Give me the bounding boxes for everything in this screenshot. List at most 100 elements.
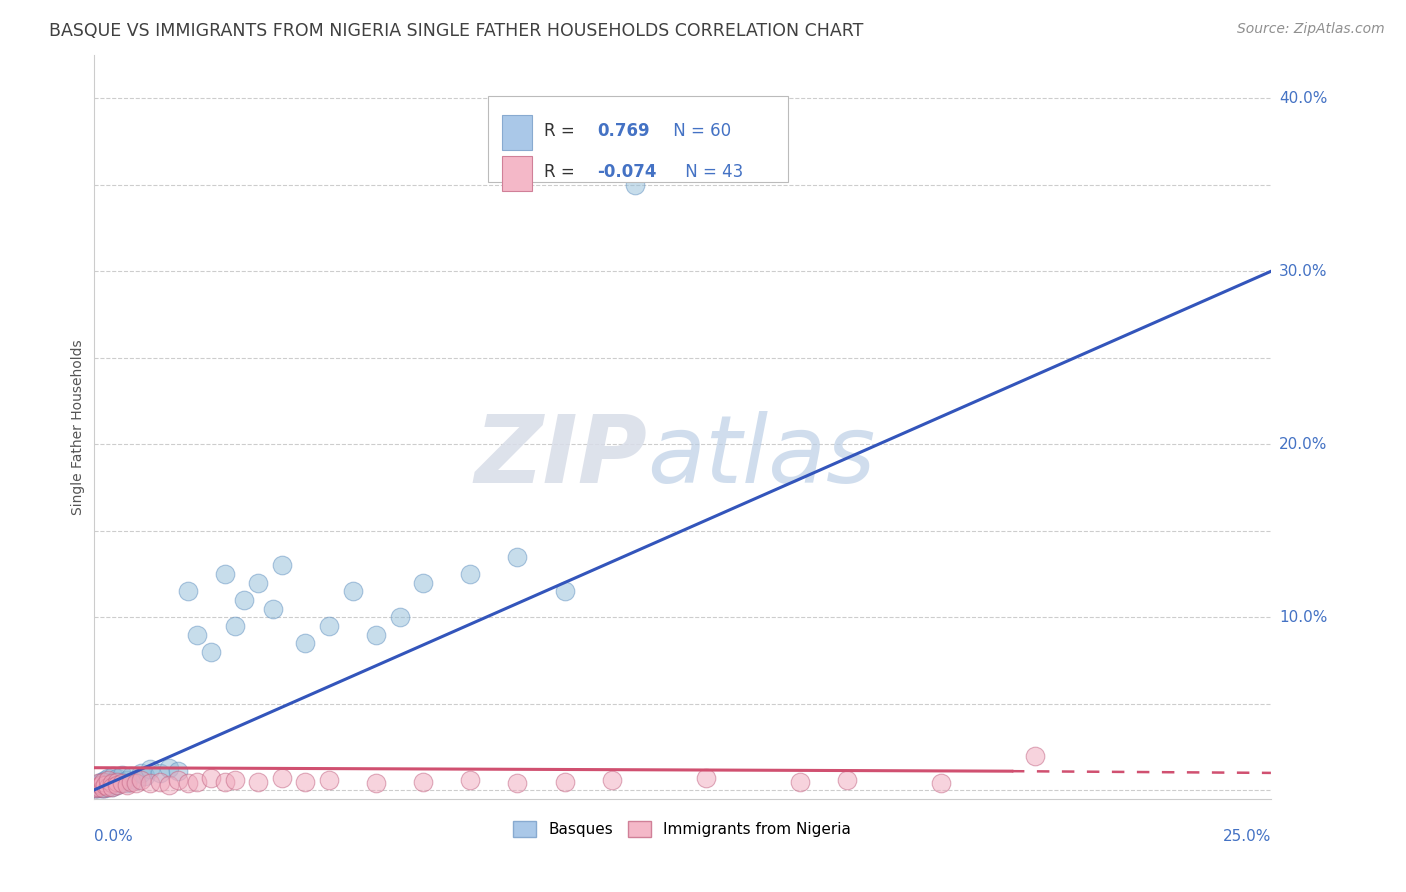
Point xyxy=(929,776,952,790)
Point xyxy=(224,772,246,787)
Point xyxy=(86,781,108,796)
FancyBboxPatch shape xyxy=(502,115,531,151)
Point xyxy=(97,776,120,790)
Point xyxy=(460,567,482,582)
Point xyxy=(84,780,107,794)
Point xyxy=(186,627,208,641)
Point xyxy=(83,781,105,796)
Point xyxy=(157,778,180,792)
Point xyxy=(177,776,200,790)
Point xyxy=(506,776,529,790)
Point xyxy=(506,549,529,564)
Point xyxy=(553,584,575,599)
Point xyxy=(412,774,434,789)
Point xyxy=(177,584,200,599)
Point xyxy=(120,769,142,783)
Point xyxy=(93,778,115,792)
Point xyxy=(553,774,575,789)
Point xyxy=(271,558,294,573)
Point xyxy=(624,178,647,192)
Y-axis label: Single Father Households: Single Father Households xyxy=(72,339,86,515)
Text: 25.0%: 25.0% xyxy=(1223,829,1271,844)
Point xyxy=(412,575,434,590)
Point xyxy=(111,776,134,790)
Text: 0.769: 0.769 xyxy=(598,122,650,140)
Point xyxy=(89,776,111,790)
Point xyxy=(167,764,190,779)
Point xyxy=(84,780,107,794)
Point xyxy=(98,778,121,792)
Point xyxy=(105,774,128,789)
Point xyxy=(271,771,294,785)
Point xyxy=(94,772,117,787)
Point xyxy=(125,776,148,790)
Text: N = 60: N = 60 xyxy=(668,122,731,140)
Point xyxy=(318,772,340,787)
Text: R =: R = xyxy=(544,163,581,181)
Point xyxy=(101,780,124,794)
Point xyxy=(129,765,152,780)
Point xyxy=(294,636,316,650)
Point xyxy=(115,778,138,792)
Point xyxy=(87,778,110,792)
Point xyxy=(101,776,124,790)
Point xyxy=(90,781,112,796)
Point xyxy=(695,771,717,785)
Point xyxy=(97,774,120,789)
Point xyxy=(103,769,125,783)
Point xyxy=(233,593,256,607)
Text: BASQUE VS IMMIGRANTS FROM NIGERIA SINGLE FATHER HOUSEHOLDS CORRELATION CHART: BASQUE VS IMMIGRANTS FROM NIGERIA SINGLE… xyxy=(49,22,863,40)
Point xyxy=(247,774,270,789)
Point xyxy=(87,776,110,790)
Text: 20.0%: 20.0% xyxy=(1279,437,1327,451)
Point xyxy=(186,774,208,789)
Point xyxy=(460,772,482,787)
Point xyxy=(167,772,190,787)
Point xyxy=(105,778,128,792)
Point xyxy=(115,772,138,787)
Point xyxy=(94,778,117,792)
Point xyxy=(318,619,340,633)
Point xyxy=(115,776,138,790)
Point xyxy=(1024,748,1046,763)
Point xyxy=(90,778,112,792)
Point xyxy=(200,645,222,659)
Point xyxy=(91,781,114,796)
Point xyxy=(91,776,114,790)
Point xyxy=(89,780,111,794)
Point xyxy=(91,781,114,796)
Text: 40.0%: 40.0% xyxy=(1279,91,1327,106)
Point xyxy=(129,772,152,787)
Point xyxy=(200,771,222,785)
Point xyxy=(94,780,117,794)
Legend: Basques, Immigrants from Nigeria: Basques, Immigrants from Nigeria xyxy=(508,815,858,843)
Point xyxy=(104,776,127,790)
Point xyxy=(97,780,120,794)
Text: R =: R = xyxy=(544,122,581,140)
FancyBboxPatch shape xyxy=(488,96,789,182)
Point xyxy=(148,774,170,789)
Point xyxy=(101,774,124,789)
Point xyxy=(111,774,134,789)
Point xyxy=(388,610,411,624)
Point xyxy=(294,774,316,789)
Point xyxy=(214,774,236,789)
Text: 30.0%: 30.0% xyxy=(1279,264,1327,279)
Text: ZIP: ZIP xyxy=(474,410,647,503)
Point xyxy=(90,774,112,789)
Point xyxy=(86,781,108,796)
Text: 10.0%: 10.0% xyxy=(1279,610,1327,624)
Text: Source: ZipAtlas.com: Source: ZipAtlas.com xyxy=(1237,22,1385,37)
Point xyxy=(87,780,110,794)
Text: -0.074: -0.074 xyxy=(598,163,657,181)
Point xyxy=(139,776,162,790)
Text: N = 43: N = 43 xyxy=(681,163,744,181)
Point xyxy=(148,765,170,780)
Point xyxy=(97,780,120,794)
Point xyxy=(214,567,236,582)
Point xyxy=(97,772,120,787)
Point xyxy=(366,776,388,790)
Point xyxy=(366,627,388,641)
Point xyxy=(94,781,117,796)
Point xyxy=(262,601,284,615)
